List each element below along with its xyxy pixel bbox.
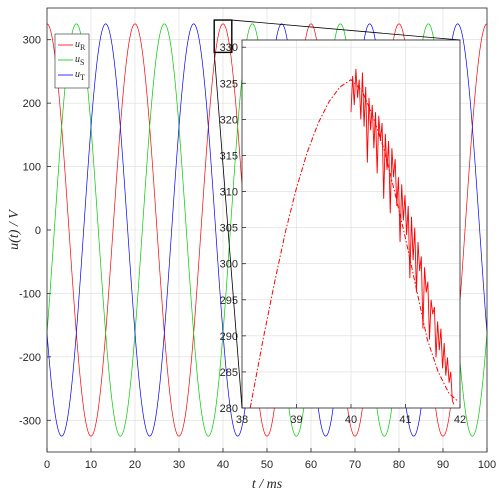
main-y-tick-label: 200 — [23, 98, 41, 110]
zoom-connector-top — [231, 19, 461, 41]
x-axis-label: t / ms — [252, 477, 283, 492]
inset-axes: 38 39 40 41 42 280 285 290 295 300 305 310 315 320 325… — [220, 39, 466, 426]
inset-x-tick-label: 38 — [236, 414, 248, 426]
legend: uR uS uT — [54, 33, 90, 89]
main-x-tick-label: 60 — [305, 459, 317, 471]
legend-label-subscript: T — [80, 73, 85, 82]
main-x-tick-label: 10 — [85, 459, 97, 471]
inset-ideal-curve — [249, 79, 458, 409]
inset-y-tick-label: 330 — [220, 42, 238, 54]
legend-label-ut: uT — [75, 69, 85, 82]
zoom-connector-lines — [213, 19, 461, 409]
main-x-tick-label: 0 — [44, 459, 50, 471]
inset-y-tick-label: 290 — [220, 331, 238, 343]
main-x-tick-label: 70 — [349, 459, 361, 471]
inset-y-tick-label: 320 — [220, 114, 238, 126]
inset-x-tick-label: 39 — [290, 414, 302, 426]
legend-label-subscript: S — [80, 58, 84, 67]
main-y-tick-label: 300 — [23, 35, 41, 47]
zoom-connector-bottom — [213, 52, 243, 409]
main-y-tick-label: -200 — [19, 352, 41, 364]
inset-x-tick-label: 42 — [454, 414, 466, 426]
legend-label-ur: uR — [75, 39, 86, 52]
inset-y-tick-label: 310 — [220, 187, 238, 199]
inset-y-tick-label: 295 — [220, 295, 238, 307]
main-x-tick-label: 20 — [129, 459, 141, 471]
inset-y-tick-label: 305 — [220, 223, 238, 235]
main-x-tick-label: 50 — [261, 459, 273, 471]
legend-box — [54, 33, 90, 89]
inset-x-tick-label: 41 — [399, 414, 411, 426]
inset-x-tick-label: 40 — [345, 414, 357, 426]
legend-label-subscript: R — [80, 43, 86, 52]
main-x-tick-label: 30 — [173, 459, 185, 471]
main-y-tick-label: 0 — [35, 225, 41, 237]
main-x-tick-label: 90 — [437, 459, 449, 471]
main-y-tick-label: -100 — [19, 288, 41, 300]
main-y-tick-label: -300 — [19, 415, 41, 427]
inset-y-tick-label: 315 — [220, 150, 238, 162]
inset-y-tick-label: 300 — [220, 259, 238, 271]
y-axis-label: u(t) / V — [7, 209, 22, 250]
inset-y-tick-label: 325 — [220, 78, 238, 90]
legend-label-us: uS — [75, 54, 84, 67]
main-x-tick-label: 100 — [478, 459, 496, 471]
zoom-region-box — [213, 19, 233, 54]
inset-axes-box — [241, 39, 461, 409]
main-axes-box — [46, 7, 488, 453]
main-x-tick-label: 80 — [393, 459, 405, 471]
inset-measured-curve — [350, 68, 455, 405]
main-x-tick-label: 40 — [217, 459, 229, 471]
main-y-tick-label: 100 — [23, 162, 41, 174]
inset-y-tick-label: 280 — [220, 403, 238, 415]
inset-y-tick-label: 285 — [220, 367, 238, 379]
